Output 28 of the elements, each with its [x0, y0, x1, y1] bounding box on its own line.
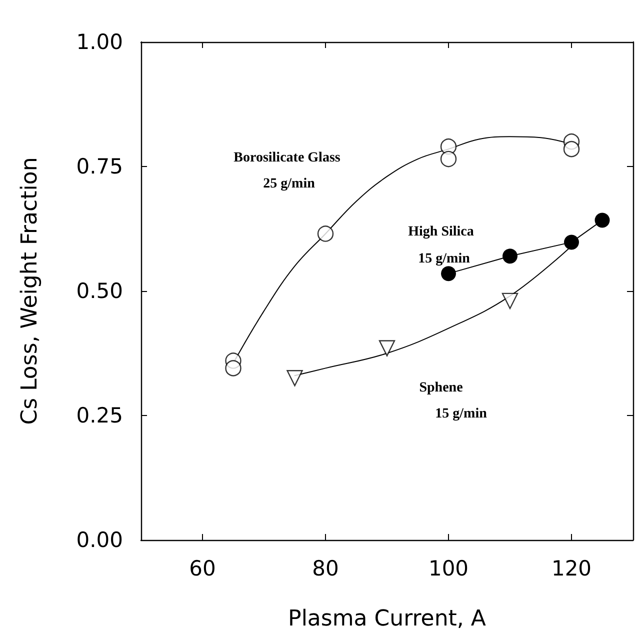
x-tick-label: 80: [312, 556, 339, 580]
y-tick-label: 0.00: [76, 528, 123, 552]
x-tick-label: 60: [189, 556, 216, 580]
x-axis-title: Plasma Current, A: [288, 606, 486, 632]
point: [502, 292, 518, 310]
y-tick-label: 0.50: [76, 279, 123, 303]
point: [317, 226, 334, 242]
y-axis-title: Cs Loss, Weight Fraction: [18, 157, 42, 425]
point: [440, 150, 457, 168]
annotation: 25 g/min: [263, 176, 316, 192]
point: [564, 234, 579, 250]
point: [225, 360, 242, 376]
annotation: 15 g/min: [418, 252, 470, 266]
x-tick-label: 120: [551, 556, 592, 580]
annotation: High Silica: [408, 224, 474, 240]
annotation: Borosilicate Glass: [234, 150, 341, 166]
annotation: 15 g/min: [435, 406, 488, 422]
y-tick-label: 0.75: [76, 154, 123, 178]
x-tick-label: 100: [428, 556, 469, 580]
point: [502, 248, 518, 264]
annotation: Sphene: [419, 380, 463, 396]
point: [378, 340, 396, 356]
y-tick-label: 0.25: [76, 404, 123, 428]
point: [594, 212, 610, 228]
point: [441, 266, 456, 282]
y-tick-label: 1.00: [76, 30, 123, 54]
point: [563, 140, 580, 158]
point: [286, 370, 303, 386]
